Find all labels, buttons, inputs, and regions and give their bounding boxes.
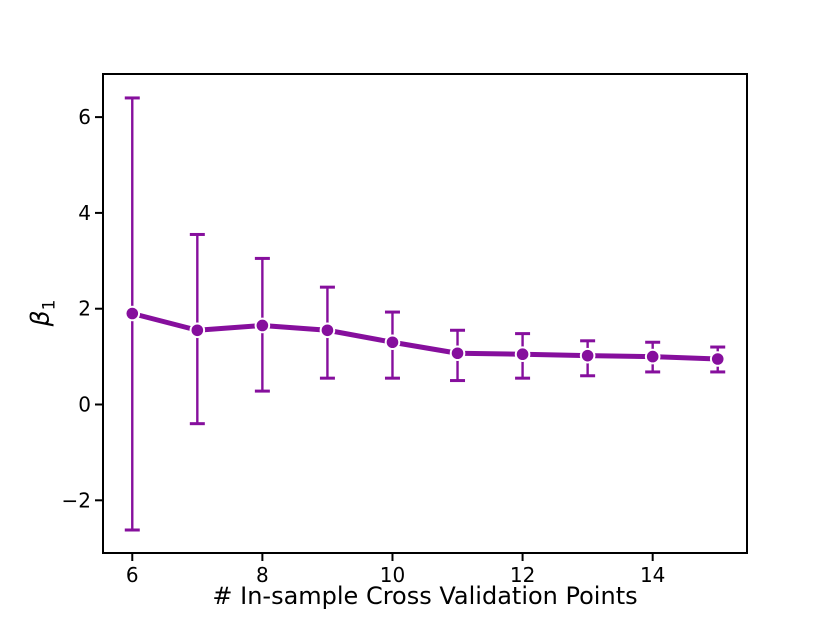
y-tick-label: −2 [62, 488, 91, 512]
y-tick-label: 4 [78, 201, 91, 225]
x-tick-label: 8 [256, 563, 269, 587]
y-tick-label: 2 [78, 297, 91, 321]
data-point [319, 322, 336, 339]
data-point [579, 347, 596, 364]
y-tick-label: 6 [78, 105, 91, 129]
data-points [124, 305, 726, 367]
plot-spines [102, 73, 748, 554]
series-line [129, 311, 721, 362]
x-tick-label: 14 [640, 563, 665, 587]
y-axis-label: β1 [25, 300, 60, 327]
data-point [514, 346, 531, 363]
x-axis-label: # In-sample Cross Validation Points [212, 582, 638, 610]
data-point [709, 351, 726, 367]
data-point [384, 334, 401, 351]
y-axis-label-symbol: β [25, 310, 55, 327]
data-point [254, 317, 271, 334]
data-point [449, 345, 466, 362]
data-point [189, 322, 206, 339]
axis-ticks: 6 8 10 12 14 −2 0 2 4 6 [62, 105, 666, 587]
data-point [644, 348, 661, 365]
x-tick-label: 12 [510, 563, 535, 587]
error-bars [124, 96, 726, 532]
x-tick-label: 6 [126, 563, 139, 587]
y-axis-label-subscript: 1 [39, 299, 60, 311]
y-tick-label: 0 [78, 393, 91, 417]
data-point [124, 305, 141, 322]
x-tick-label: 10 [380, 563, 405, 587]
